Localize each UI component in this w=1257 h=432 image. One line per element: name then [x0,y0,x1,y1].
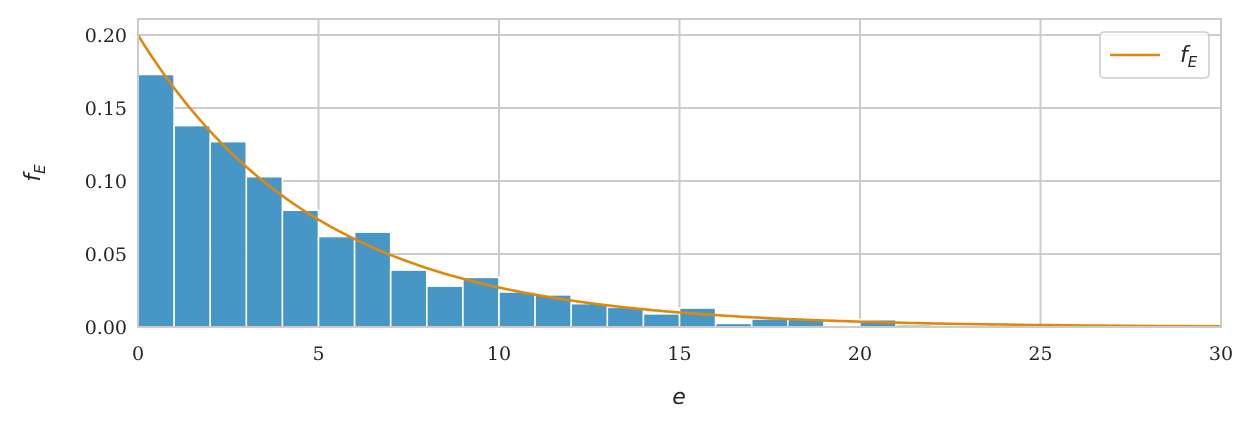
x-tick-label: 20 [848,343,872,365]
plot-frame [137,18,1222,328]
histogram-bar [606,306,645,328]
x-tick-label: 10 [487,343,511,365]
y-tick-label: 0.00 [85,317,127,339]
y-tick-label: 0.05 [85,244,127,266]
histogram-bar [498,291,536,328]
histogram-bar [209,140,248,328]
histogram-bars [137,73,1006,328]
density-curve [136,34,1221,328]
x-tick-labels: 0 5 10 15 20 25 30 [132,343,1233,365]
histogram-bar [173,124,212,328]
grid [137,19,1222,328]
x-tick-label: 5 [312,343,324,365]
x-tick-label: 15 [667,343,691,365]
histogram-bar [425,285,464,328]
x-axis-label: e [672,385,686,410]
x-tick-label: 0 [132,343,144,365]
x-tick-label: 30 [1209,343,1233,365]
histogram-bar [137,73,175,328]
x-tick-label: 25 [1028,343,1052,365]
y-axis-label: fE [21,164,49,182]
histogram-bar [245,175,284,328]
y-tick-label: 0.20 [85,25,127,47]
histogram-bar [281,209,320,328]
histogram-bar [317,235,356,328]
legend: fE [1099,31,1210,79]
histogram-bar [570,302,609,328]
histogram-bar [389,269,428,328]
histogram-bar [642,313,681,328]
y-tick-label: 0.10 [85,171,127,193]
histogram-bar [678,307,717,328]
histogram-bar [750,318,789,328]
y-tick-labels: 0.00 0.05 0.10 0.15 0.20 [85,25,127,339]
histogram-bar [462,276,500,328]
y-tick-label: 0.15 [85,98,127,120]
